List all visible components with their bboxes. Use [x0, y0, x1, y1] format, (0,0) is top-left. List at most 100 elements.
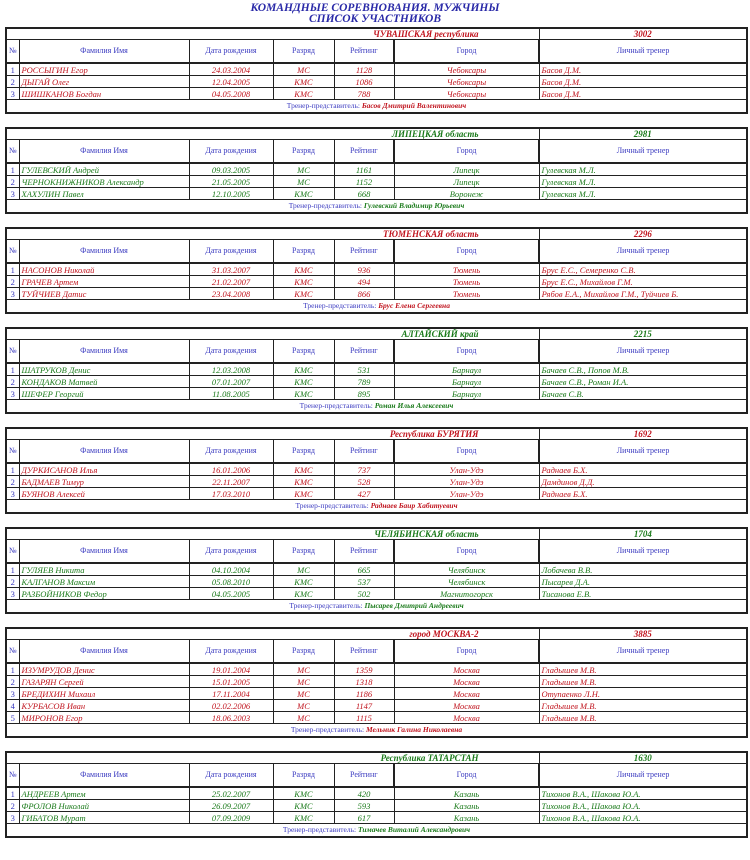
- cell-coach: Гладышев М.В.: [538, 711, 748, 724]
- cell-dob: 07.09.2009: [188, 811, 274, 824]
- header-rank: Разряд: [272, 763, 335, 788]
- team-name: ЛИПЕЦКАЯ область: [5, 127, 540, 140]
- cell-name: ЧЕРНОКНИЖНИКОВ Александр: [18, 175, 190, 188]
- cell-num: 3: [5, 687, 20, 700]
- cell-dob: 19.01.2004: [188, 662, 274, 676]
- trainer-name: Мельник Галина Николаевна: [365, 725, 463, 734]
- header-num: №: [5, 239, 20, 264]
- header-dob: Дата рождения: [188, 539, 274, 564]
- cell-city: Челябинск: [393, 575, 540, 588]
- table-row: 1 РОССЫГИН Егор 24.03.2004 МС 1128 Чебоксары Б…: [5, 62, 748, 76]
- team-title-row: ТЮМЕНСКАЯ область 2296: [5, 227, 748, 240]
- cell-coach: Лобачева В.В.: [538, 562, 748, 576]
- cell-rating: 617: [333, 811, 395, 824]
- cell-coach: Тисанова Е.В.: [538, 587, 748, 600]
- cell-coach: Раднаев Б.Х.: [538, 487, 748, 500]
- cell-rating: 737: [333, 462, 395, 476]
- header-dob: Дата рождения: [188, 139, 274, 164]
- cell-dob: 21.05.2005: [188, 175, 274, 188]
- cell-name: ГАЗАРЯН Сергей: [18, 675, 190, 688]
- table-row: 2 ДЫГАЙ Олег 12.04.2005 КМС 1086 Чебоксары Бас…: [5, 75, 748, 88]
- cell-coach: Гладышев М.В.: [538, 675, 748, 688]
- cell-dob: 24.03.2004: [188, 62, 274, 76]
- header-row: № Фамилия Имя Дата рождения Разряд Рейтинг Го…: [5, 39, 748, 64]
- cell-rating: 1086: [333, 75, 395, 88]
- cell-name: ДУРКИСАНОВ Илья: [18, 462, 190, 476]
- cell-city: Барнаул: [393, 362, 540, 376]
- cell-rating: 420: [333, 786, 395, 800]
- cell-rating: 866: [333, 287, 395, 300]
- header-rating: Рейтинг: [333, 539, 395, 564]
- header-city: Город: [392, 239, 540, 264]
- header-name: Фамилия Имя: [18, 539, 190, 564]
- cell-rank: МС: [272, 662, 335, 676]
- cell-city: Москва: [393, 711, 540, 724]
- cell-coach: Дамдинов Д.Д.: [538, 475, 748, 488]
- cell-coach: Басов Д.М.: [538, 75, 748, 88]
- cell-dob: 17.11.2004: [188, 687, 274, 700]
- table-row: 1 ГУЛЕВСКИЙ Андрей 09.03.2005 МС 1161 Липецк Г…: [5, 162, 748, 176]
- header-city: Город: [392, 139, 540, 164]
- cell-name: ШИШКАНОВ Богдан: [18, 87, 190, 100]
- cell-city: Воронеж: [393, 187, 540, 200]
- cell-rank: МС: [272, 711, 335, 724]
- header-coach: Личный тренер: [538, 639, 748, 664]
- cell-city: Липецк: [393, 162, 540, 176]
- table-row: 2 ЧЕРНОКНИЖНИКОВ Александр 21.05.2005 МС 115…: [5, 175, 748, 188]
- cell-city: Магнитогорск: [393, 587, 540, 600]
- cell-rank: МС: [272, 62, 335, 76]
- cell-name: РАЗБОЙНИКОВ Федор: [18, 587, 190, 600]
- header-rating: Рейтинг: [333, 763, 395, 788]
- cell-coach: Басов Д.М.: [538, 62, 748, 76]
- team-title-row: ЛИПЕЦКАЯ область 2981: [5, 127, 748, 140]
- cell-coach: Тихонов В.А., Шакова Ю.А.: [538, 799, 748, 812]
- table-row: 2 БАДМАЕВ Тимур 22.11.2007 КМС 528 Улан-Удэ Да…: [5, 475, 748, 488]
- table-row: 2 КОНДАКОВ Матвей 07.01.2007 КМС 789 Барнаул Б…: [5, 375, 748, 388]
- cell-dob: 21.02.2007: [188, 275, 274, 288]
- team-name: город МОСКВА-2: [5, 627, 540, 640]
- header-row: № Фамилия Имя Дата рождения Разряд Рейтинг Го…: [5, 639, 748, 664]
- cell-coach: Гладышев М.В.: [538, 699, 748, 712]
- cell-coach: Гладышев М.В.: [538, 662, 748, 676]
- cell-name: ГИБАТОВ Мурат: [18, 811, 190, 824]
- team-trainer-row: Тренер-представитель: Мельник Галина Ник…: [5, 723, 748, 738]
- cell-dob: 25.02.2007: [188, 786, 274, 800]
- cell-dob: 18.06.2003: [188, 711, 274, 724]
- trainer-label: Тренер-представитель:: [295, 501, 369, 510]
- cell-city: Барнаул: [393, 387, 540, 400]
- document: КОМАНДНЫЕ СОРЕВНОВАНИЯ. МУЖЧИНЫ СПИСОК У…: [0, 0, 750, 838]
- team-table: ЧУВАШСКАЯ республика 3002 № Фамилия Имя Дата…: [5, 27, 749, 114]
- cell-dob: 26.09.2007: [188, 799, 274, 812]
- cell-rank: МС: [272, 687, 335, 700]
- cell-dob: 02.02.2006: [188, 699, 274, 712]
- trainer-name: Басов Дмитрий Валентинович: [361, 101, 467, 110]
- cell-coach: Отупаенко Л.Н.: [538, 687, 748, 700]
- cell-coach: Тихонов В.А., Шакова Ю.А.: [538, 811, 748, 824]
- header-dob: Дата рождения: [188, 339, 274, 364]
- cell-dob: 04.05.2008: [188, 87, 274, 100]
- cell-city: Москва: [393, 687, 540, 700]
- team-table: ТЮМЕНСКАЯ область 2296 № Фамилия Имя Дата ро…: [5, 227, 749, 314]
- team-total-rating: 2215: [538, 327, 748, 340]
- trainer-label: Тренер-представитель:: [286, 101, 360, 110]
- team-list: ЧУВАШСКАЯ республика 3002 № Фамилия Имя Дата…: [5, 27, 749, 851]
- cell-city: Москва: [393, 699, 540, 712]
- header-name: Фамилия Имя: [18, 239, 190, 264]
- cell-num: 2: [5, 375, 20, 388]
- header-dob: Дата рождения: [188, 763, 274, 788]
- team-total-rating: 2296: [538, 227, 748, 240]
- cell-rank: КМС: [272, 786, 335, 800]
- cell-city: Липецк: [393, 175, 540, 188]
- team-trainer-row: Тренер-представитель: Басов Дмитрий Вале…: [5, 99, 748, 114]
- cell-name: БАДМАЕВ Тимур: [18, 475, 190, 488]
- trainer-name: Роман Илья Алексеевич: [374, 401, 454, 410]
- cell-city: Казань: [393, 811, 540, 824]
- cell-dob: 04.10.2004: [188, 562, 274, 576]
- table-row: 1 НАСОНОВ Николай 31.03.2007 КМС 936 Тюмень Бр…: [5, 262, 748, 276]
- cell-city: Барнаул: [393, 375, 540, 388]
- cell-rank: КМС: [272, 287, 335, 300]
- team-total-rating: 2981: [538, 127, 748, 140]
- header-dob: Дата рождения: [188, 639, 274, 664]
- cell-rank: КМС: [272, 487, 335, 500]
- team-trainer-row: Тренер-представитель: Раднаев Баир Хабит…: [5, 499, 748, 514]
